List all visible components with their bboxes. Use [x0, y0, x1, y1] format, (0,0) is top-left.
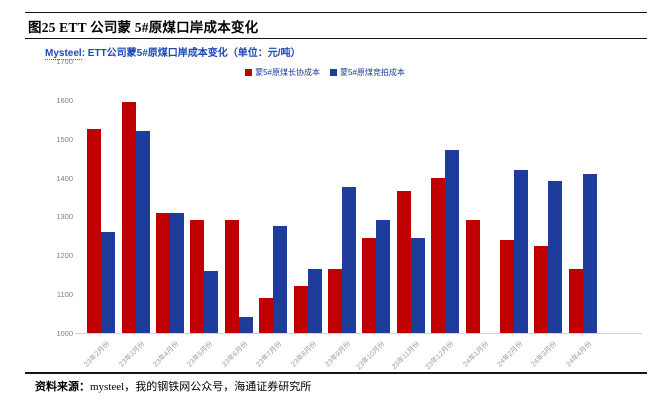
bar	[582, 173, 597, 333]
bar	[293, 286, 308, 333]
source-text: mysteel，我的钢铁网公众号，海通证券研究所	[90, 381, 312, 393]
source-label: 资料来源：	[35, 381, 90, 393]
legend-label: 蒙5#原煤长协成本	[255, 68, 320, 77]
y-tick-label: 1400	[56, 173, 73, 183]
bar	[121, 101, 136, 333]
legend-item: 蒙5#原煤竞拍成本	[330, 67, 405, 78]
bar	[101, 231, 116, 333]
bar	[156, 212, 171, 333]
bar	[431, 177, 446, 333]
bar	[465, 220, 480, 333]
bar-group	[428, 61, 462, 333]
bar	[376, 220, 391, 333]
bar	[87, 129, 102, 333]
bar	[135, 130, 150, 333]
chart-title-text: : ETT公司蒙5#原煤口岸成本变化（单位：元/吨）	[81, 48, 301, 59]
y-tick-label: 1100	[56, 290, 73, 300]
bar	[190, 220, 205, 333]
bar-group	[566, 61, 600, 333]
bar-group	[325, 61, 359, 333]
bar	[342, 187, 357, 333]
y-tick-label: 1300	[56, 212, 73, 222]
bar	[514, 169, 529, 333]
bar-group	[359, 61, 393, 333]
bar-group	[497, 61, 531, 333]
source-line: 资料来源：mysteel，我的钢铁网公众号，海通证券研究所	[35, 378, 311, 394]
bar	[259, 298, 274, 333]
y-tick-label: 1700	[56, 57, 73, 66]
bar-group	[531, 61, 565, 333]
bar	[328, 268, 343, 333]
bar	[362, 237, 377, 333]
bar	[204, 270, 219, 333]
bar	[445, 150, 460, 333]
bar	[396, 191, 411, 333]
top-divider	[25, 12, 647, 13]
chart-title: Mysteel: ETT公司蒙5#原煤口岸成本变化（单位：元/吨）	[45, 44, 301, 60]
bar	[568, 268, 583, 333]
legend-item: 蒙5#原煤长协成本	[245, 67, 320, 78]
bar-group	[462, 61, 496, 333]
bar-group	[394, 61, 428, 333]
figure-caption: 图25 ETT 公司蒙 5#原煤口岸成本变化	[28, 20, 259, 35]
bar	[273, 226, 288, 333]
chart-area: Mysteel: ETT公司蒙5#原煤口岸成本变化（单位：元/吨） 蒙5#原煤长…	[0, 42, 650, 372]
caption-divider	[25, 38, 647, 39]
y-tick-label: 1500	[56, 134, 73, 144]
chart-title-brand: Mysteel	[45, 48, 82, 60]
legend-swatch-icon	[245, 69, 253, 76]
bar	[500, 239, 515, 333]
bar-group	[153, 61, 187, 333]
x-axis-line	[75, 333, 642, 334]
y-tick-label: 1600	[56, 95, 73, 105]
y-tick-label: 1000	[56, 329, 73, 338]
bar	[238, 317, 253, 333]
bar	[307, 268, 322, 333]
bar-group	[290, 61, 324, 333]
legend-swatch-icon	[330, 69, 337, 76]
y-tick-label: 1200	[56, 251, 73, 261]
bar-group	[256, 61, 290, 333]
bar	[224, 220, 239, 333]
bottom-divider	[25, 372, 647, 374]
chart-legend: 蒙5#原煤长协成本 蒙5#原煤竞拍成本	[0, 67, 650, 78]
bar-group	[187, 61, 221, 333]
bar	[170, 212, 185, 333]
bar	[534, 245, 549, 333]
bar-group	[118, 61, 152, 333]
plot-area	[84, 61, 600, 333]
legend-label: 蒙5#原煤竞拍成本	[340, 68, 405, 77]
bar	[410, 237, 425, 333]
bar-group	[222, 61, 256, 333]
bar	[548, 181, 563, 333]
bar-group	[84, 61, 118, 333]
